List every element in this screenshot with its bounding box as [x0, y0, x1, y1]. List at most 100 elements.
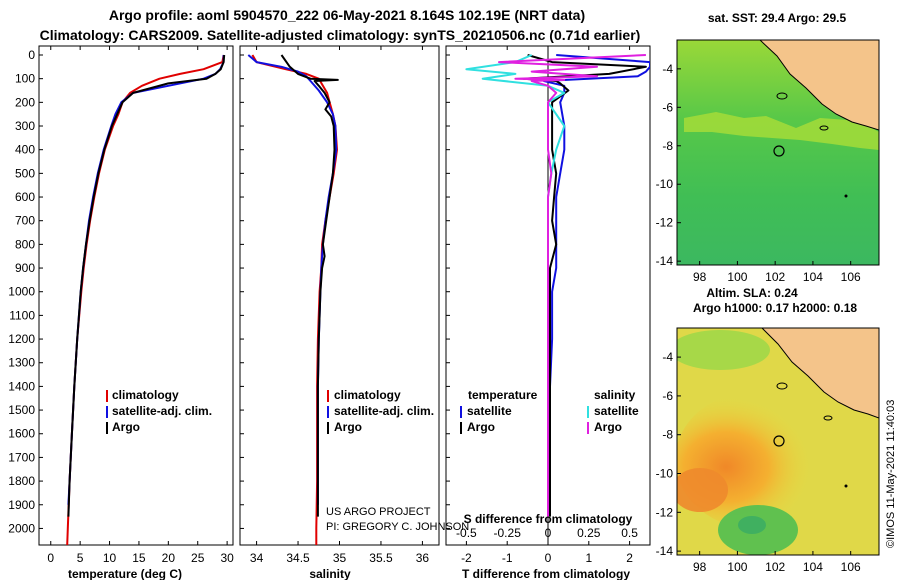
- x-tick-label: 1: [585, 551, 592, 565]
- legend-label-s-argo: Argo: [594, 420, 622, 434]
- lon-tick-label: 104: [803, 270, 823, 284]
- lat-tick-label: -10: [656, 467, 674, 481]
- lon-tick-label: 102: [765, 560, 785, 574]
- profile-line-t-argo: [522, 54, 647, 517]
- s-difference-x-axis: -0.5-0.2500.250.5: [456, 526, 638, 540]
- sla-low-north: [677, 330, 770, 370]
- x-tick-label: -1: [502, 551, 513, 565]
- lat-tick-label: -12: [656, 216, 674, 230]
- map2-longitude-axis: 98 100 102 104 106: [693, 551, 861, 574]
- salinity-x-axis: 34 34.5 35 35.5 36: [250, 46, 430, 565]
- temperature-profile-lines: [66, 54, 226, 545]
- lon-tick-label: 98: [693, 560, 707, 574]
- profile-line-satellite-adj-clim: [67, 55, 225, 505]
- x-tick-label: 35: [333, 551, 347, 565]
- island-dot: [844, 194, 848, 198]
- depth-tick-label: 700: [15, 214, 35, 228]
- sumatra-coastline: [677, 40, 879, 131]
- depth-tick-label: 600: [15, 190, 35, 204]
- map2-latitude-axis: -4 -6 -8 -10 -12 -14: [656, 350, 681, 558]
- sla-map: [677, 328, 879, 555]
- lat-tick-label: -14: [656, 544, 674, 558]
- lon-tick-label: 98: [693, 270, 707, 284]
- java-land: [858, 328, 879, 350]
- map1-title: sat. SST: 29.4 Argo: 29.5: [708, 11, 847, 25]
- sst-warm-band: [684, 112, 879, 150]
- sst-map: [677, 40, 879, 265]
- sumatra-coastline: [677, 328, 879, 419]
- x-tick-label: 35.5: [369, 551, 393, 565]
- island-1: [776, 382, 788, 390]
- map2-title-line2: Argo h1000: 0.17 h2000: 0.18: [693, 301, 857, 315]
- depth-tick-label: 1300: [8, 356, 35, 370]
- temperature-legend: climatology satellite-adj. clim. Argo: [106, 388, 212, 434]
- lat-tick-label: -4: [662, 350, 673, 364]
- depth-tick-label: 900: [15, 261, 35, 275]
- lon-tick-label: 104: [803, 560, 823, 574]
- map1-frame: [676, 39, 880, 266]
- legend-label-satellite: satellite-adj. clim.: [112, 404, 212, 418]
- x-tick-label: 36: [416, 551, 430, 565]
- legend-label-satellite: satellite-adj. clim.: [334, 404, 434, 418]
- depth-tick-label: 1000: [8, 285, 35, 299]
- lat-tick-label: -4: [662, 62, 673, 76]
- salinity-legend: climatology satellite-adj. clim. Argo: [327, 388, 434, 434]
- x-tick-label: 25: [191, 551, 205, 565]
- island-1: [776, 92, 788, 100]
- t-difference-axis-label: T difference from climatology: [462, 567, 630, 580]
- credit-project: US ARGO PROJECT: [326, 506, 431, 518]
- lon-tick-label: 102: [765, 270, 785, 284]
- depth-tick-label: 500: [15, 166, 35, 180]
- s-difference-axis-label: S difference from climatology: [464, 512, 633, 526]
- x-tick-label: 15: [132, 551, 146, 565]
- lat-tick-label: -12: [656, 505, 674, 519]
- map1-longitude-axis: 98 100 102 104 106: [693, 261, 861, 284]
- depth-tick-label: 1100: [9, 308, 35, 322]
- legend-label-argo: Argo: [112, 420, 140, 434]
- lat-tick-label: -6: [662, 100, 673, 114]
- depth-tick-label: 1600: [8, 427, 35, 441]
- depth-tick-label: 1400: [8, 379, 35, 393]
- depth-tick-label: 400: [15, 143, 35, 157]
- profile-line-s-argo: [498, 54, 646, 517]
- x-tick-label: 30: [220, 551, 234, 565]
- profile-line-climatology: [66, 54, 225, 545]
- x-tick-label: 10: [103, 551, 117, 565]
- difference-legend: temperature satellite Argo salinity sate…: [460, 388, 639, 434]
- salinity-profile-lines: [247, 54, 339, 545]
- credit-pi: PI: GREGORY C. JOHNSON: [326, 521, 469, 533]
- legend-label-s-satellite: satellite: [594, 404, 639, 418]
- legend-label-climatology: climatology: [334, 388, 401, 402]
- x-tick-label: 20: [162, 551, 176, 565]
- map1-latitude-axis: -4 -6 -8 -10 -12 -14: [656, 62, 681, 268]
- s-tick-label: -0.5: [456, 526, 477, 540]
- lat-tick-label: -6: [662, 389, 673, 403]
- difference-profile-lines: [465, 54, 650, 517]
- depth-tick-label: 1200: [8, 332, 35, 346]
- depth-tick-label: 100: [15, 72, 35, 86]
- legend-header-temperature: temperature: [468, 388, 538, 402]
- figure-title-line2: Climatology: CARS2009. Satellite-adjuste…: [40, 27, 641, 43]
- profile-line-argo: [67, 54, 226, 517]
- legend-label-argo: Argo: [334, 420, 362, 434]
- s-tick-label: 0.5: [621, 526, 638, 540]
- lon-tick-label: 106: [841, 270, 861, 284]
- depth-tick-label: 0: [28, 48, 35, 62]
- x-tick-label: 34: [250, 551, 264, 565]
- s-tick-label: 0.25: [577, 526, 601, 540]
- java-land: [855, 40, 879, 62]
- temperature-panel-frame: [38, 45, 234, 546]
- map2-frame: [676, 327, 880, 556]
- legend-label-t-satellite: satellite: [467, 404, 512, 418]
- x-tick-label: -2: [461, 551, 472, 565]
- depth-tick-label: 200: [15, 95, 35, 109]
- lon-tick-label: 100: [727, 270, 747, 284]
- depth-tick-label: 1700: [8, 450, 35, 464]
- temperature-x-axis: 0 5 10 15 20 25 30: [47, 46, 234, 565]
- sla-min: [738, 516, 766, 534]
- x-tick-label: 34.5: [286, 551, 310, 565]
- sla-max: [677, 468, 728, 512]
- lat-tick-label: -8: [662, 428, 673, 442]
- legend-header-salinity: salinity: [594, 388, 636, 402]
